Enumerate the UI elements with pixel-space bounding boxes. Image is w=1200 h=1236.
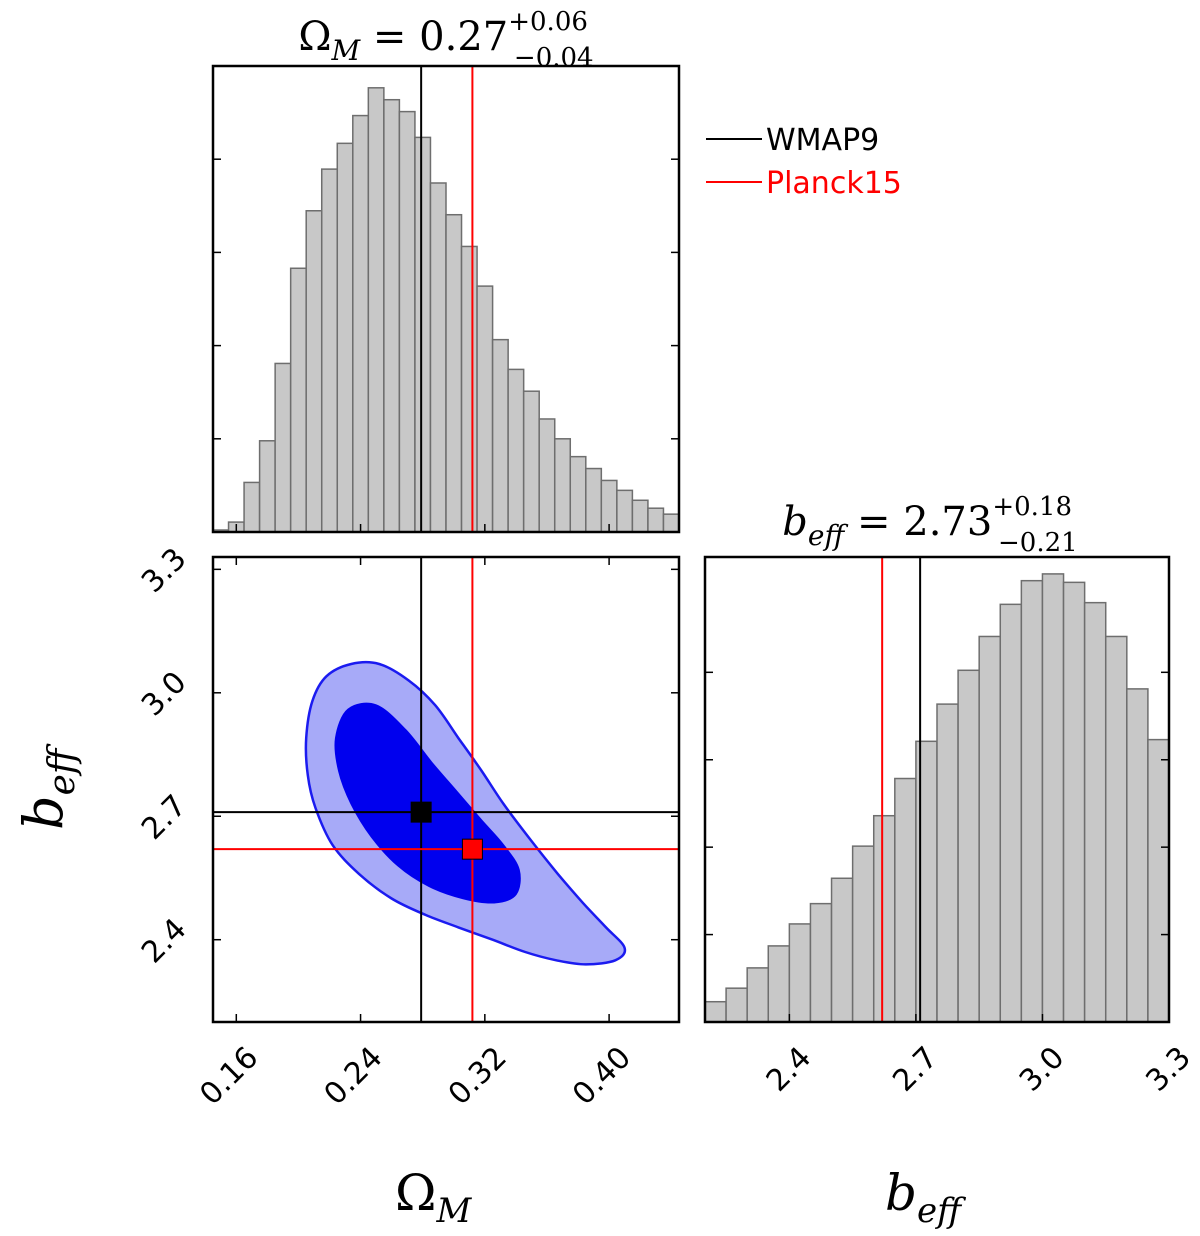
b-eff-hist-bar <box>1083 601 1107 1023</box>
b-eff-hist-bar <box>936 703 959 1023</box>
omega-m-hist-bar <box>414 136 432 533</box>
planck15-marker <box>461 838 483 860</box>
omega-m-hist-bar <box>429 182 447 533</box>
b-eff-histogram-frame <box>703 555 1171 1024</box>
x-axis-label-b-eff: beff <box>885 1164 966 1231</box>
omega-m-hist-bar <box>460 245 478 533</box>
omega-m-hist-bar <box>383 98 401 533</box>
omega-m-hist-bar <box>647 507 665 533</box>
omega-m-hist-bar <box>476 285 494 533</box>
contour-frame <box>211 555 681 1024</box>
contour-ytick-label: 2.4 <box>135 912 193 970</box>
b-eff-hist-bar <box>978 635 1002 1023</box>
b-eff-hist-bar <box>767 945 791 1023</box>
contour-xtick-label: 0.32 <box>442 1040 514 1112</box>
b-eff-hist-bar <box>851 845 875 1023</box>
contour-ytick-label: 3.3 <box>135 541 193 599</box>
omega-m-hist-bar <box>289 267 307 533</box>
b-eff-hist-bar <box>872 814 896 1023</box>
b-eff-hist-bar <box>1104 635 1128 1023</box>
b-eff-hist-bar <box>830 877 854 1023</box>
omega-m-histogram-frame <box>211 64 681 534</box>
contour-xtick-label: 0.40 <box>566 1040 638 1112</box>
b-eff-hist-bar <box>1062 581 1086 1023</box>
b-eff-hist-bar <box>704 1000 727 1023</box>
b-eff-hist-bar <box>894 777 917 1023</box>
omega-m-hist-bar <box>522 390 540 533</box>
omega-m-title: ΩM = 0.27+0.06 −0.04 <box>298 7 593 73</box>
b-eff-hist-bar <box>746 967 770 1023</box>
omega-m-hist-bar <box>491 338 509 533</box>
contour-panel: 0.16 0.24 0.32 0.40 2.4 2.7 3.0 3.3 ΩM beff <box>12 541 681 1231</box>
legend-wmap9-label: WMAP9 <box>766 123 879 158</box>
b-eff-hist-bar <box>809 902 833 1023</box>
omega-m-hist-bar <box>585 467 603 533</box>
x-axis-label-omega-m: ΩM <box>395 1164 472 1231</box>
omega-m-hist-bar <box>305 210 323 533</box>
omega-m-hist-bar <box>336 142 354 533</box>
omega-m-hist-bar <box>507 368 525 533</box>
b-eff-hist-bar <box>788 923 812 1023</box>
contour-ytick-label: 3.0 <box>135 665 193 723</box>
omega-m-hist-bar <box>274 362 292 533</box>
omega-m-hist-bar <box>243 481 261 533</box>
b-eff-hist-xtick-label: 2.4 <box>760 1040 818 1098</box>
omega-m-hist-bar <box>352 114 370 533</box>
omega-m-hist-bar <box>320 168 339 533</box>
omega-m-hist-bar <box>445 213 463 533</box>
b-eff-hist-xtick-label: 3.3 <box>1139 1040 1197 1098</box>
b-eff-hist-bar <box>725 987 748 1023</box>
omega-m-hist-bar <box>631 499 649 533</box>
b-eff-histogram-panel: 2.4 2.7 3.0 3.3 beff = 2.73+0.18 −0.21 beff <box>703 492 1198 1231</box>
b-eff-hist-bar <box>957 669 980 1023</box>
contour-xtick-label: 0.16 <box>193 1040 265 1112</box>
omega-m-hist-bar <box>616 489 634 533</box>
omega-m-hist-bar <box>553 438 572 533</box>
omega-m-histogram-panel: ΩM = 0.27+0.06 −0.04 <box>211 7 681 534</box>
contour-ytick-label: 2.7 <box>135 788 193 846</box>
b-eff-hist-bar <box>915 740 938 1023</box>
omega-m-hist-bar <box>662 513 680 533</box>
legend-planck15-label: Planck15 <box>766 166 902 201</box>
omega-m-hist-bar <box>538 418 556 533</box>
b-eff-hist-bar <box>999 603 1023 1023</box>
omega-m-hist-bar <box>569 455 587 533</box>
wmap9-marker <box>410 801 432 823</box>
b-eff-hist-bar <box>1126 688 1149 1023</box>
legend: WMAP9 Planck15 <box>706 123 902 201</box>
y-axis-label-b-eff: beff <box>12 743 83 830</box>
b-eff-hist-xtick-label: 3.0 <box>1013 1040 1071 1098</box>
b-eff-title: beff = 2.73+0.18 −0.21 <box>782 492 1077 558</box>
b-eff-hist-bar <box>1147 738 1170 1023</box>
b-eff-hist-xtick-label: 2.7 <box>886 1040 944 1098</box>
omega-m-hist-bar <box>367 87 385 533</box>
b-eff-hist-bar <box>1041 573 1065 1023</box>
omega-m-hist-bar <box>398 110 416 533</box>
omega-m-hist-bar <box>258 440 276 533</box>
b-eff-hist-bar <box>1020 579 1044 1023</box>
contour-xtick-label: 0.24 <box>318 1040 390 1112</box>
